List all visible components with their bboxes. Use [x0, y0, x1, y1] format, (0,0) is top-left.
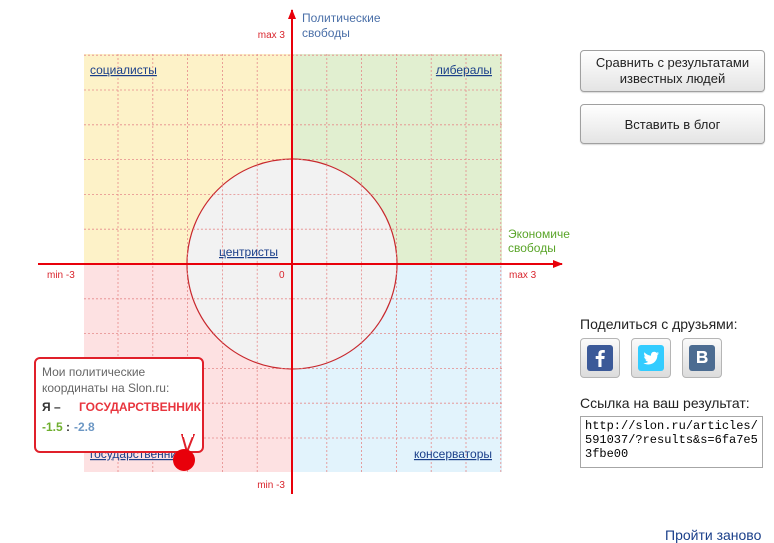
x-max-label: max 3: [509, 270, 537, 281]
y-max-label: max 3: [258, 30, 286, 41]
twitter-share-button[interactable]: [631, 338, 671, 378]
twitter-icon: [638, 345, 664, 371]
quadrant-link-liberals[interactable]: либералы: [436, 63, 492, 77]
result-separator: :: [66, 420, 70, 434]
facebook-icon: [587, 345, 613, 371]
result-bubble: Мои политические координаты на Slon.ru: …: [34, 357, 204, 453]
facebook-share-button[interactable]: [580, 338, 620, 378]
y-axis-label-line2: свободы: [302, 26, 350, 40]
political-compass-chart: Политические свободы Экономические свобо…: [38, 9, 570, 494]
x-axis-label-line2: свободы: [508, 241, 556, 255]
result-title: Мои политические координаты на Slon.ru:: [42, 365, 170, 395]
restart-link[interactable]: Пройти заново: [665, 527, 762, 543]
origin-label: 0: [279, 270, 285, 281]
result-type: ГОСУДАРСТВЕННИК: [79, 400, 201, 414]
result-prefix: Я –: [42, 400, 61, 414]
quadrant-link-centrists[interactable]: центристы: [219, 245, 278, 259]
vkontakte-icon: [689, 345, 715, 371]
compare-famous-button[interactable]: Сравнить с результатами известных людей: [580, 50, 765, 92]
y-min-label: min -3: [257, 480, 285, 491]
vkontakte-share-button[interactable]: [682, 338, 722, 378]
share-label: Поделиться с друзьями:: [580, 316, 738, 332]
bubble-pointer: [180, 434, 196, 454]
result-link-label: Ссылка на ваш результат:: [580, 395, 750, 411]
result-marker: [173, 449, 195, 471]
embed-blog-button[interactable]: Вставить в блог: [580, 104, 765, 144]
result-url-field[interactable]: http://slon.ru/articles/591037/?results&…: [580, 416, 763, 468]
quadrant-link-conservatives[interactable]: консерваторы: [414, 447, 492, 461]
quadrant-link-socialists[interactable]: социалисты: [90, 63, 157, 77]
y-axis-label-line1: Политические: [302, 11, 381, 25]
result-x-value: -1.5: [42, 420, 63, 434]
x-min-label: min -3: [47, 270, 75, 281]
result-y-value: -2.8: [74, 420, 95, 434]
x-axis-label-line1: Экономические: [508, 227, 570, 241]
